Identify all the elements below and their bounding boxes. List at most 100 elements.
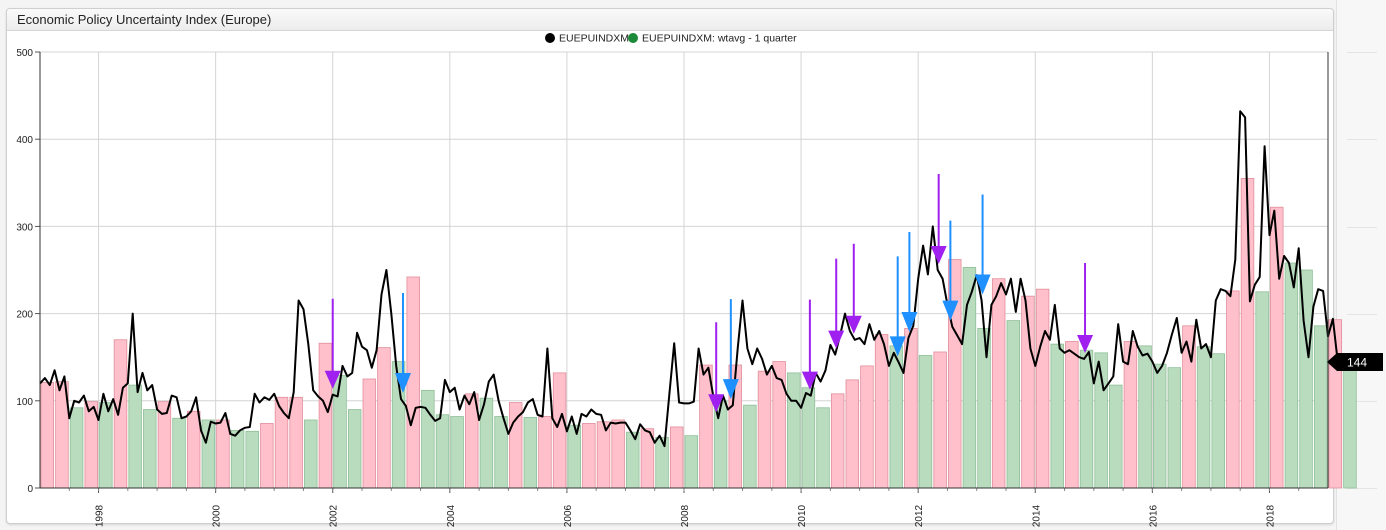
legend-swatch (628, 33, 638, 43)
bar (435, 414, 450, 489)
y-tick-label: 400 (16, 135, 33, 146)
y-tick-label: 0 (27, 484, 33, 495)
bar (186, 410, 201, 489)
x-tick-label: 2012 (914, 504, 925, 527)
x-tick-label: 2000 (212, 504, 223, 527)
bar (713, 400, 728, 489)
bar (230, 430, 245, 489)
bar (611, 419, 625, 489)
bar (669, 426, 684, 489)
axes: 0 100 200 300 400 500 1998 2000 2002 2004 2006 2008… (16, 48, 1329, 527)
bar (260, 423, 274, 489)
purple-arrow (845, 315, 862, 334)
bar (1211, 353, 1225, 489)
blue-arrow (974, 274, 991, 295)
value-badge-shape (1327, 353, 1383, 371)
bar (567, 424, 581, 489)
bar (245, 430, 259, 489)
legend: EUEPUINDXM EUEPUINDXM: wtavg - 1 quarter (545, 33, 797, 45)
bar (1167, 367, 1182, 489)
x-tick-label: 2010 (797, 504, 808, 527)
bar (1109, 384, 1123, 489)
value-badge-label: 144 (1347, 356, 1367, 370)
legend-swatch (545, 33, 555, 43)
bar (845, 379, 860, 489)
bar (1284, 262, 1299, 489)
bar (99, 402, 113, 489)
blue-arrow (889, 336, 906, 357)
bar (406, 276, 420, 489)
panel-title: Economic Policy Uncertainty Index (Europ… (17, 12, 272, 27)
bar (743, 404, 757, 489)
bar (552, 372, 567, 489)
bar (128, 384, 142, 489)
bar (304, 419, 318, 489)
purple-arrow (1077, 334, 1094, 353)
bar (450, 416, 464, 489)
bar (830, 393, 845, 489)
bar (1065, 341, 1079, 489)
bar (40, 382, 55, 489)
bar (933, 351, 947, 489)
bar (523, 416, 538, 489)
bar (626, 431, 640, 489)
bar (582, 423, 596, 489)
bar-series (40, 178, 1357, 489)
bar (421, 389, 435, 489)
bar (596, 421, 611, 489)
bar (216, 419, 230, 489)
bar (757, 370, 772, 489)
bar (1343, 362, 1357, 489)
purple-arrow (828, 330, 845, 349)
purple-arrow (930, 246, 947, 264)
purple-arrow (708, 394, 725, 413)
bar (1006, 320, 1021, 489)
panel-header: Economic Policy Uncertainty Index (Europ… (7, 9, 1333, 31)
bar (684, 435, 699, 489)
x-tick-label: 2008 (680, 504, 691, 527)
bar (860, 365, 874, 489)
bar (655, 437, 669, 489)
blue-arrow (394, 373, 411, 394)
y-tick-label: 300 (16, 222, 33, 233)
x-tick-label: 2004 (446, 504, 457, 527)
bar (172, 417, 186, 489)
blue-arrow (901, 312, 918, 333)
x-tick-label: 2014 (1031, 504, 1042, 527)
annotation-arrows (324, 174, 1094, 413)
legend-label: EUEPUINDXM: wtavg - 1 quarter (642, 33, 797, 45)
bar (1138, 345, 1152, 489)
bar (772, 361, 786, 489)
bar (69, 407, 84, 489)
legend-label: EUEPUINDXM (559, 33, 629, 45)
bar (289, 396, 303, 489)
x-tick-label: 2002 (329, 504, 340, 527)
y-tick-label: 500 (16, 48, 33, 59)
value-badge: 144 (1327, 353, 1383, 371)
x-tick-label: 2006 (563, 504, 574, 527)
bar (143, 409, 157, 489)
purple-arrow (801, 371, 818, 390)
bar (1050, 343, 1064, 489)
x-tick-label: 2016 (1148, 504, 1159, 527)
bar (1196, 346, 1211, 489)
bar (1255, 291, 1269, 489)
y-tick-label: 100 (16, 397, 33, 408)
blue-arrow (942, 300, 959, 321)
bar (1313, 325, 1328, 489)
bar (1152, 363, 1167, 489)
bar (538, 416, 552, 489)
x-tick-label: 2018 (1265, 504, 1276, 527)
purple-arrow (324, 370, 341, 389)
bar (333, 375, 347, 489)
bar (1035, 288, 1050, 489)
blue-arrow (722, 379, 739, 400)
bar (157, 401, 172, 489)
y-tick-label: 200 (16, 310, 33, 321)
series-line (39, 110, 1339, 448)
bar (991, 278, 1006, 489)
bar (918, 355, 933, 489)
bar (318, 342, 333, 489)
bar (977, 328, 991, 489)
